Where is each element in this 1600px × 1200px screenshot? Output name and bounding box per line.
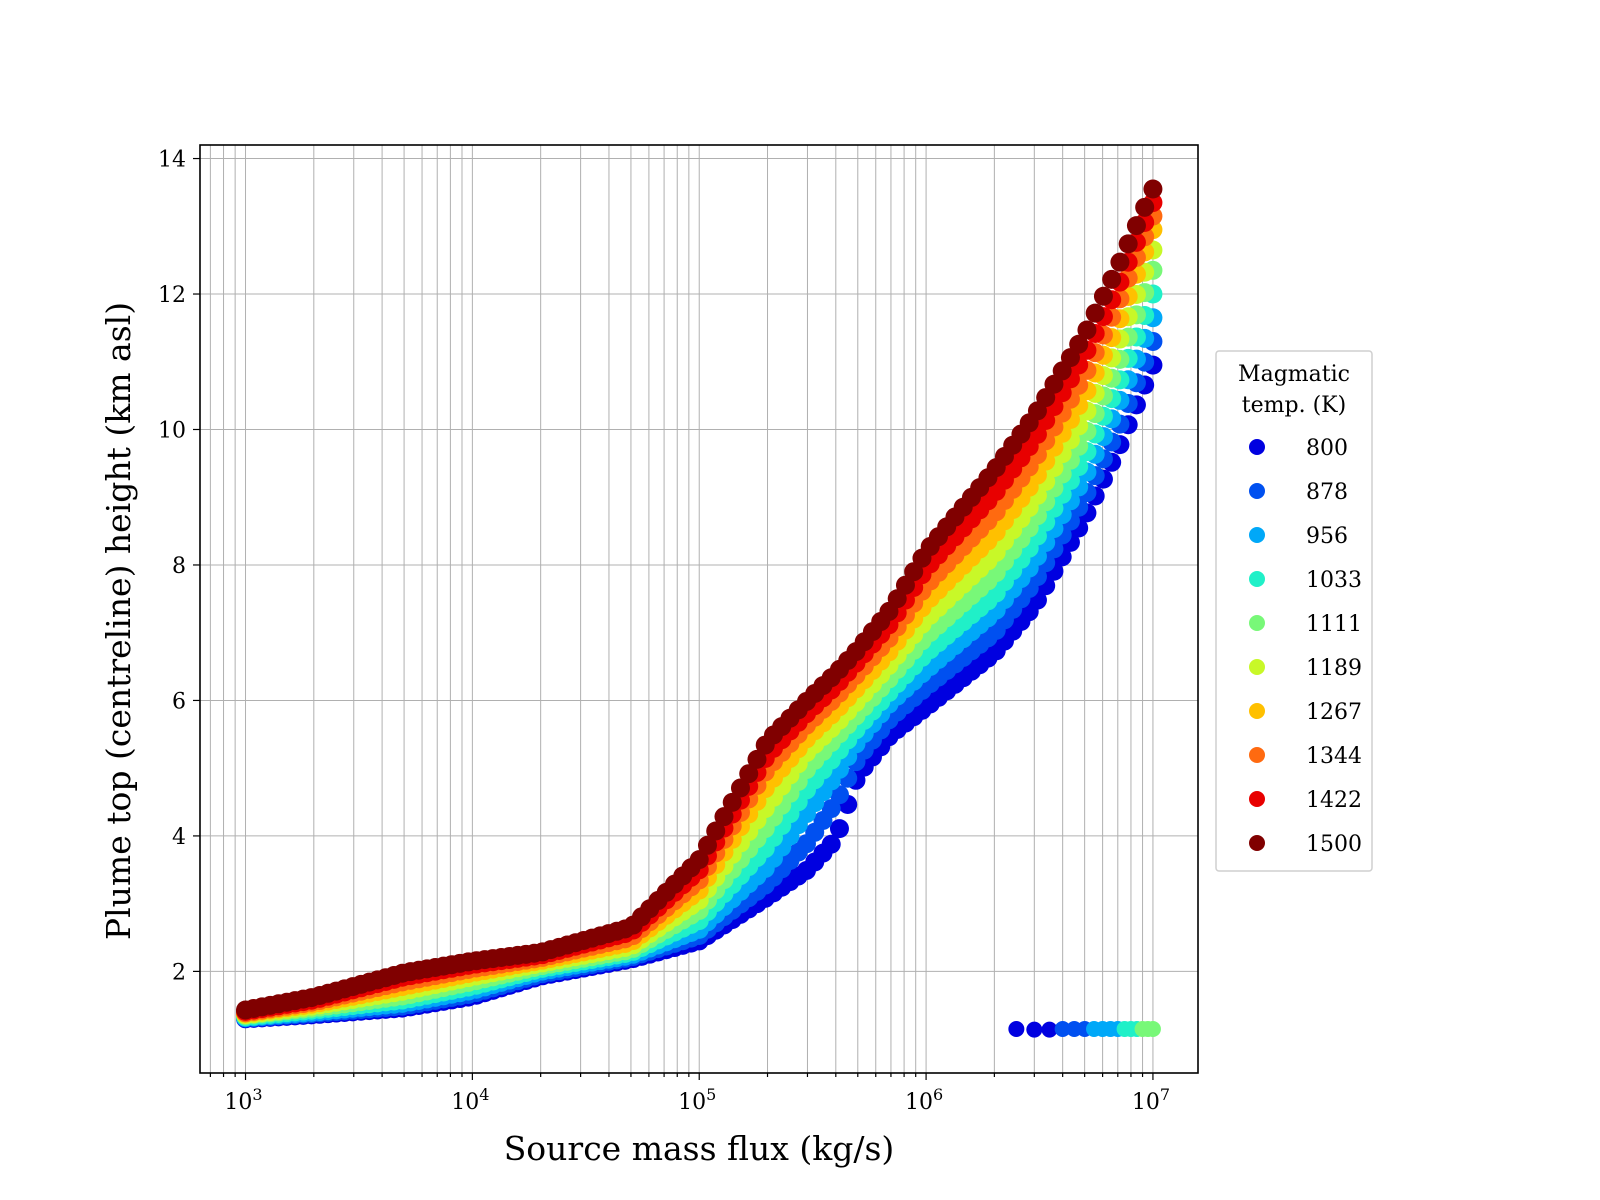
data-points	[236, 179, 1163, 1038]
y-tick-label: 2	[172, 960, 186, 985]
data-point	[821, 799, 841, 819]
grid	[200, 145, 1198, 1073]
axis-ticks: 103 104 105 106 107 2 4 6 8 10 12 14	[158, 148, 1170, 1115]
y-tick-label: 4	[172, 825, 186, 850]
data-point	[1069, 334, 1089, 354]
legend-marker	[1249, 483, 1265, 499]
data-point	[714, 807, 734, 827]
data-point	[829, 819, 849, 839]
legend-label: 1422	[1306, 788, 1362, 813]
x-tick-label: 103	[224, 1085, 262, 1115]
data-point	[1110, 252, 1130, 272]
y-tick-label: 8	[172, 554, 186, 579]
data-point	[1026, 1021, 1043, 1038]
legend-entries: 800 878 956 1033 1111 1189 1267 1344 1422 1500	[1249, 436, 1362, 857]
legend-label: 1344	[1306, 744, 1362, 769]
legend-marker	[1249, 659, 1265, 675]
data-point	[1102, 269, 1122, 289]
legend-marker	[1249, 791, 1265, 807]
data-point	[730, 778, 750, 798]
data-point	[1135, 197, 1155, 217]
y-tick-label: 12	[158, 283, 186, 308]
legend-label: 956	[1306, 524, 1348, 549]
legend-label: 1033	[1306, 568, 1362, 593]
data-point	[1118, 234, 1138, 254]
legend-label: 800	[1306, 436, 1348, 461]
y-tick-label: 14	[158, 148, 186, 173]
legend-marker	[1249, 615, 1265, 631]
data-point	[706, 821, 726, 841]
data-point	[1144, 1020, 1161, 1037]
legend-label: 1189	[1306, 656, 1362, 681]
data-point	[1085, 303, 1105, 323]
x-tick-label: 106	[905, 1085, 943, 1115]
data-point	[1008, 1020, 1025, 1037]
data-point	[1126, 216, 1146, 236]
data-point	[1077, 320, 1097, 340]
legend-label: 1267	[1306, 700, 1362, 725]
data-point	[821, 834, 841, 854]
legend-marker	[1249, 571, 1265, 587]
legend-title: Magmatic	[1238, 362, 1350, 387]
y-axis-title: Plume top (centreline) height (km asl)	[99, 302, 138, 940]
x-tick-label: 105	[678, 1085, 716, 1115]
data-point	[739, 764, 759, 784]
legend-marker	[1249, 527, 1265, 543]
legend-marker	[1249, 439, 1265, 455]
legend-label: 878	[1306, 480, 1348, 505]
data-point	[747, 749, 767, 769]
y-tick-label: 6	[172, 689, 186, 714]
x-tick-label: 107	[1132, 1085, 1170, 1115]
data-point	[722, 792, 742, 812]
legend-label: 1111	[1306, 612, 1362, 637]
legend-marker	[1249, 747, 1265, 763]
data-point	[829, 785, 849, 805]
data-point	[1041, 1021, 1058, 1038]
data-point	[1093, 286, 1113, 306]
legend-box	[1215, 350, 1373, 872]
legend-label: 1500	[1306, 832, 1362, 857]
legend-marker	[1249, 703, 1265, 719]
data-point	[689, 850, 709, 870]
x-tick-label: 104	[451, 1085, 489, 1115]
legend-marker	[1249, 835, 1265, 851]
data-point	[1143, 179, 1163, 199]
legend: Magmatic temp. (K) 800 878 956 1033 1111 1189…	[1215, 350, 1373, 872]
legend-title: temp. (K)	[1242, 393, 1346, 418]
y-tick-label: 10	[158, 418, 186, 443]
data-point	[697, 835, 717, 855]
x-axis-title: Source mass flux (kg/s)	[504, 1129, 895, 1168]
data-point	[1054, 1020, 1071, 1037]
